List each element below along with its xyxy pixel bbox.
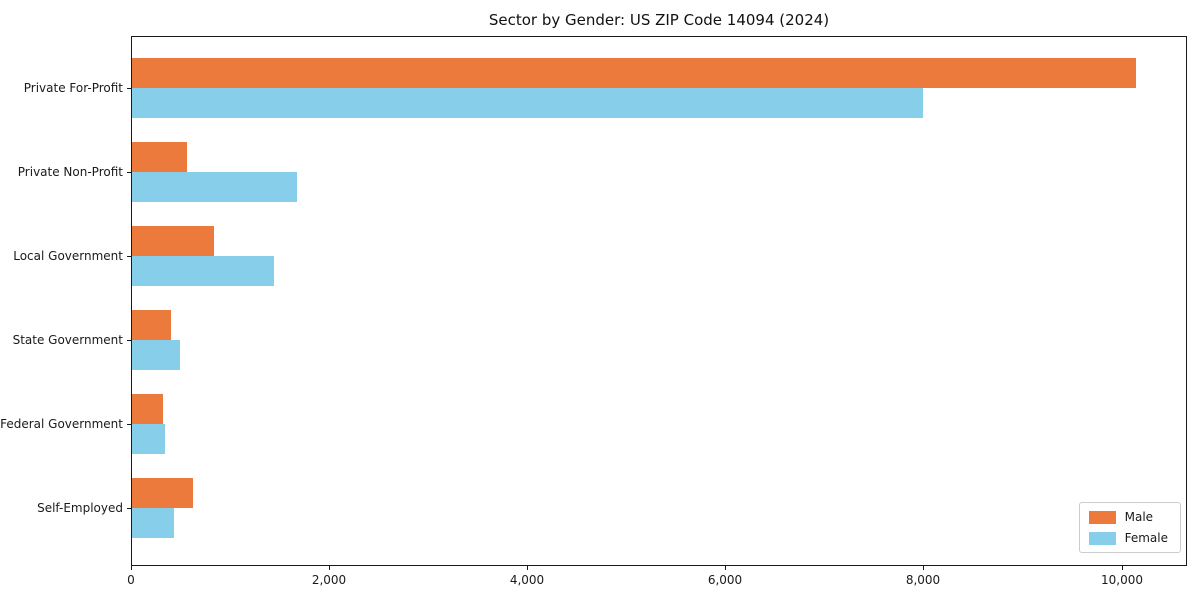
bar-female [132, 424, 165, 454]
y-tick-label: Local Government [13, 249, 123, 263]
y-tick-mark [127, 256, 131, 257]
y-tick-mark [127, 424, 131, 425]
y-tick-mark [127, 172, 131, 173]
x-tick-mark [131, 566, 132, 570]
chart-title: Sector by Gender: US ZIP Code 14094 (202… [488, 11, 830, 29]
legend-label: Male [1124, 510, 1154, 524]
x-tick-mark [329, 566, 330, 570]
y-tick-label: State Government [12, 333, 123, 347]
x-tick-label: 0 [127, 573, 135, 587]
legend-swatch-female [1088, 531, 1116, 545]
bar-male [132, 478, 193, 508]
bar-male [132, 58, 1136, 88]
legend-item-male: Male [1088, 510, 1168, 524]
x-tick-mark [1122, 566, 1123, 570]
x-tick-label: 4,000 [509, 573, 545, 587]
bar-male [132, 310, 171, 340]
legend: Male Female [1078, 502, 1181, 553]
bar-male [132, 142, 187, 172]
y-tick-mark [127, 340, 131, 341]
bar-male [132, 394, 163, 424]
bar-female [132, 172, 297, 202]
x-tick-label: 10,000 [1101, 573, 1143, 587]
bar-female [132, 508, 174, 538]
y-tick-label: Self-Employed [37, 501, 123, 515]
y-tick-label: Federal Government [0, 417, 123, 431]
x-tick-label: 8,000 [905, 573, 941, 587]
bar-female [132, 340, 180, 370]
x-tick-mark [923, 566, 924, 570]
plot-area [131, 36, 1187, 566]
x-tick-label: 6,000 [707, 573, 743, 587]
y-tick-mark [127, 88, 131, 89]
y-tick-label: Private Non-Profit [17, 165, 123, 179]
legend-item-female: Female [1088, 531, 1168, 545]
x-tick-mark [527, 566, 528, 570]
bar-female [132, 256, 274, 286]
legend-swatch-male [1088, 510, 1116, 524]
x-tick-mark [725, 566, 726, 570]
x-tick-label: 2,000 [311, 573, 347, 587]
y-tick-label: Private For-Profit [23, 81, 123, 95]
bar-male [132, 226, 214, 256]
y-tick-mark [127, 508, 131, 509]
bar-female [132, 88, 923, 118]
legend-label: Female [1124, 531, 1168, 545]
